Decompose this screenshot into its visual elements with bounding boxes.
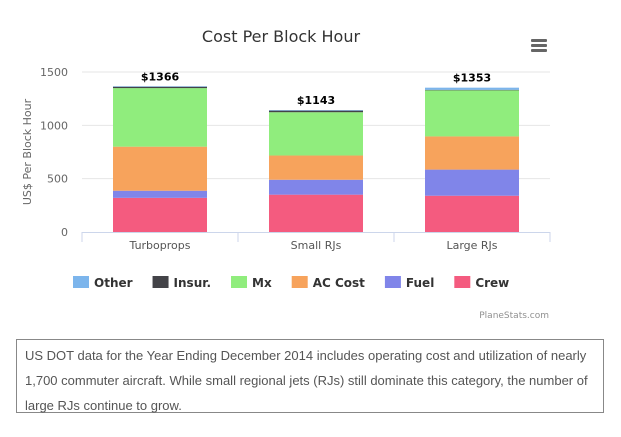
hamburger-menu-icon [531, 39, 547, 52]
legend-item-other[interactable]: Other [73, 276, 133, 290]
bar-segment-other[interactable] [269, 110, 363, 111]
x-axis: Turboprops Small RJs Large RJs [81, 232, 551, 252]
bar-segment-mx[interactable] [269, 112, 363, 156]
bar-segment-crew[interactable] [113, 197, 207, 232]
bar-segment-insur[interactable] [425, 89, 519, 91]
bar-segment-fuel[interactable] [269, 179, 363, 195]
description-box: US DOT data for the Year Ending December… [16, 339, 604, 413]
y-tick-label: 1500 [40, 66, 68, 79]
legend-label: Fuel [406, 276, 434, 290]
x-tick-label: Turboprops [129, 239, 191, 252]
bar-segment-ac-cost[interactable] [425, 136, 519, 170]
legend-item-crew[interactable]: Crew [454, 276, 509, 290]
legend-label: Crew [475, 276, 509, 290]
bar-segment-mx[interactable] [113, 88, 207, 147]
y-tick-label: 0 [61, 226, 68, 239]
bar-segment-crew[interactable] [269, 194, 363, 232]
total-label: $1143 [297, 94, 335, 107]
y-tick-label: 1000 [40, 119, 68, 132]
legend-label: AC Cost [313, 276, 365, 290]
chart: Cost Per Block Hour US$ Per Block Hour 0… [21, 27, 551, 321]
y-axis-label: US$ Per Block Hour [21, 98, 34, 205]
bar-segment-insur[interactable] [269, 110, 363, 113]
legend-swatch [454, 276, 471, 288]
legend-item-ac-cost[interactable]: AC Cost [291, 276, 365, 290]
legend: Other Insur. Mx AC Cost Fuel Crew [73, 276, 509, 290]
bar-segment-fuel[interactable] [425, 169, 519, 196]
y-ticks: 0 500 1000 1500 [40, 66, 68, 239]
bar-segment-fuel[interactable] [113, 190, 207, 198]
legend-label: Mx [252, 276, 272, 290]
bar-segment-crew[interactable] [425, 195, 519, 232]
x-tick-label: Large RJs [446, 239, 497, 252]
total-labels: $1366 $1143 $1353 [141, 70, 491, 107]
bar-segment-mx[interactable] [425, 90, 519, 137]
legend-swatch [73, 276, 89, 288]
menu-button[interactable] [528, 36, 550, 54]
legend-item-insur[interactable]: Insur. [152, 276, 211, 290]
legend-swatch [291, 276, 308, 288]
bar-segment-ac-cost[interactable] [113, 146, 207, 191]
legend-label: Insur. [174, 276, 211, 290]
y-tick-label: 500 [47, 173, 68, 186]
legend-item-fuel[interactable]: Fuel [384, 276, 434, 290]
total-label: $1353 [453, 72, 491, 85]
bar-segment-ac-cost[interactable] [269, 155, 363, 180]
legend-swatch [152, 276, 169, 288]
legend-item-mx[interactable]: Mx [231, 276, 272, 290]
legend-label: Other [94, 276, 133, 290]
chart-title: Cost Per Block Hour [202, 27, 361, 46]
bar-segment-other[interactable] [425, 87, 519, 90]
legend-swatch [231, 276, 248, 288]
bars [113, 86, 519, 232]
x-tick-label: Small RJs [291, 239, 342, 252]
total-label: $1366 [141, 70, 180, 83]
bar-segment-insur[interactable] [113, 86, 207, 89]
bar-segment-other[interactable] [113, 86, 207, 87]
legend-swatch [384, 276, 401, 288]
credit-link[interactable]: PlaneStats.com [479, 311, 549, 321]
